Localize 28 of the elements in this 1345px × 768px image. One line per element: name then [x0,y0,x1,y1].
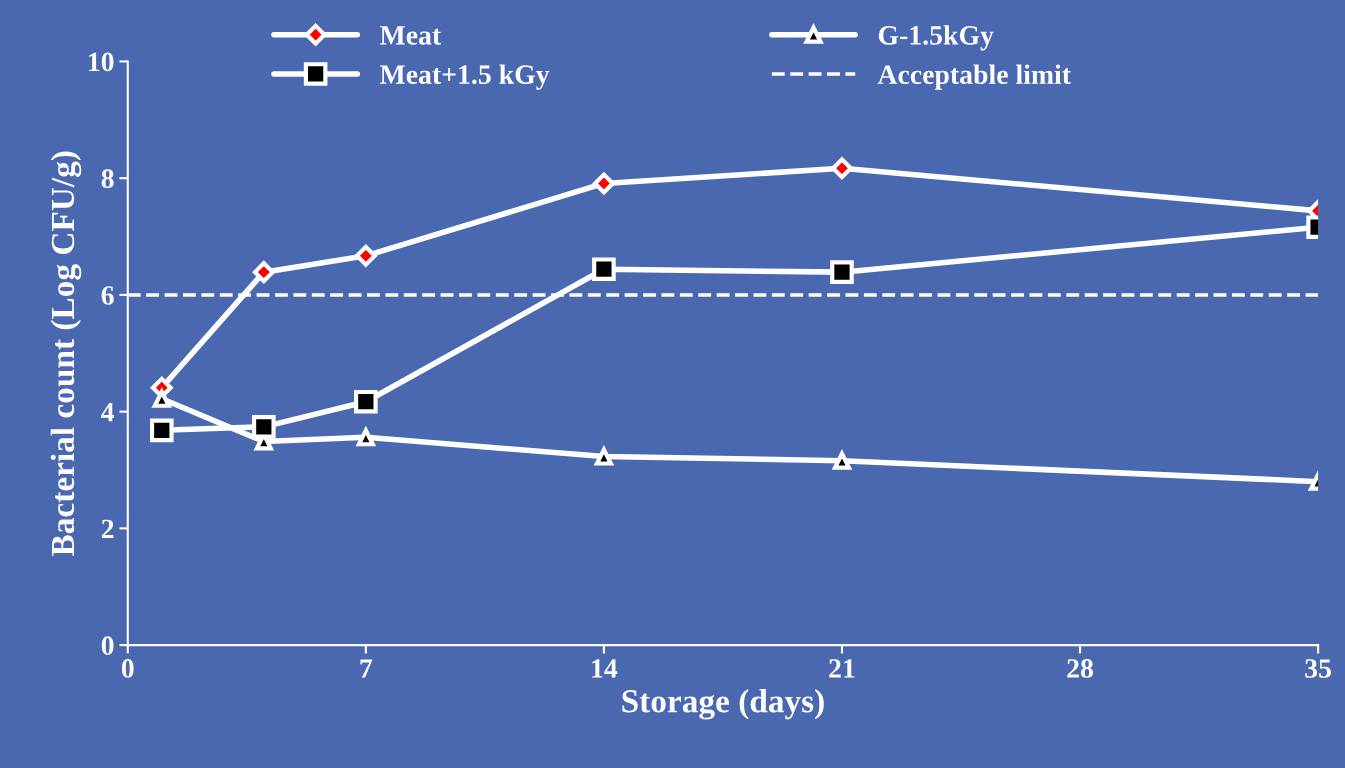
point [149,418,174,443]
point [592,172,615,195]
point [356,428,375,447]
legend-label: Meat+1.5 kGy [379,64,550,90]
x-axis-title: Storage (days) [622,689,824,720]
x-tick-label: 21 [829,659,855,678]
x-tick-label: 0 [121,659,134,678]
point [252,415,276,439]
legend-label: G-1.5kGy [878,25,994,51]
point [593,445,614,466]
x-tick-label: 28 [1067,659,1093,678]
point [354,244,377,267]
y-tick-label: 6 [101,286,114,305]
y-axis-title: Bacterial count (Log CFU/g) [50,151,82,556]
y-tick-label: 2 [101,519,114,539]
point [354,389,378,414]
point [151,387,172,408]
x-tick-label: 14 [592,659,618,678]
x-tick-label: 35 [1305,659,1331,678]
legend-label: Meat [379,26,442,45]
point [252,261,275,284]
y-tick-label: 4 [101,403,115,422]
x-tick-label: 7 [360,659,373,678]
point [592,257,616,282]
legend-label: Acceptable limit [877,64,1071,90]
y-tick-label: 0 [101,636,114,656]
y-tick-label: 8 [101,169,114,189]
y-tick-label: 10 [89,52,114,72]
